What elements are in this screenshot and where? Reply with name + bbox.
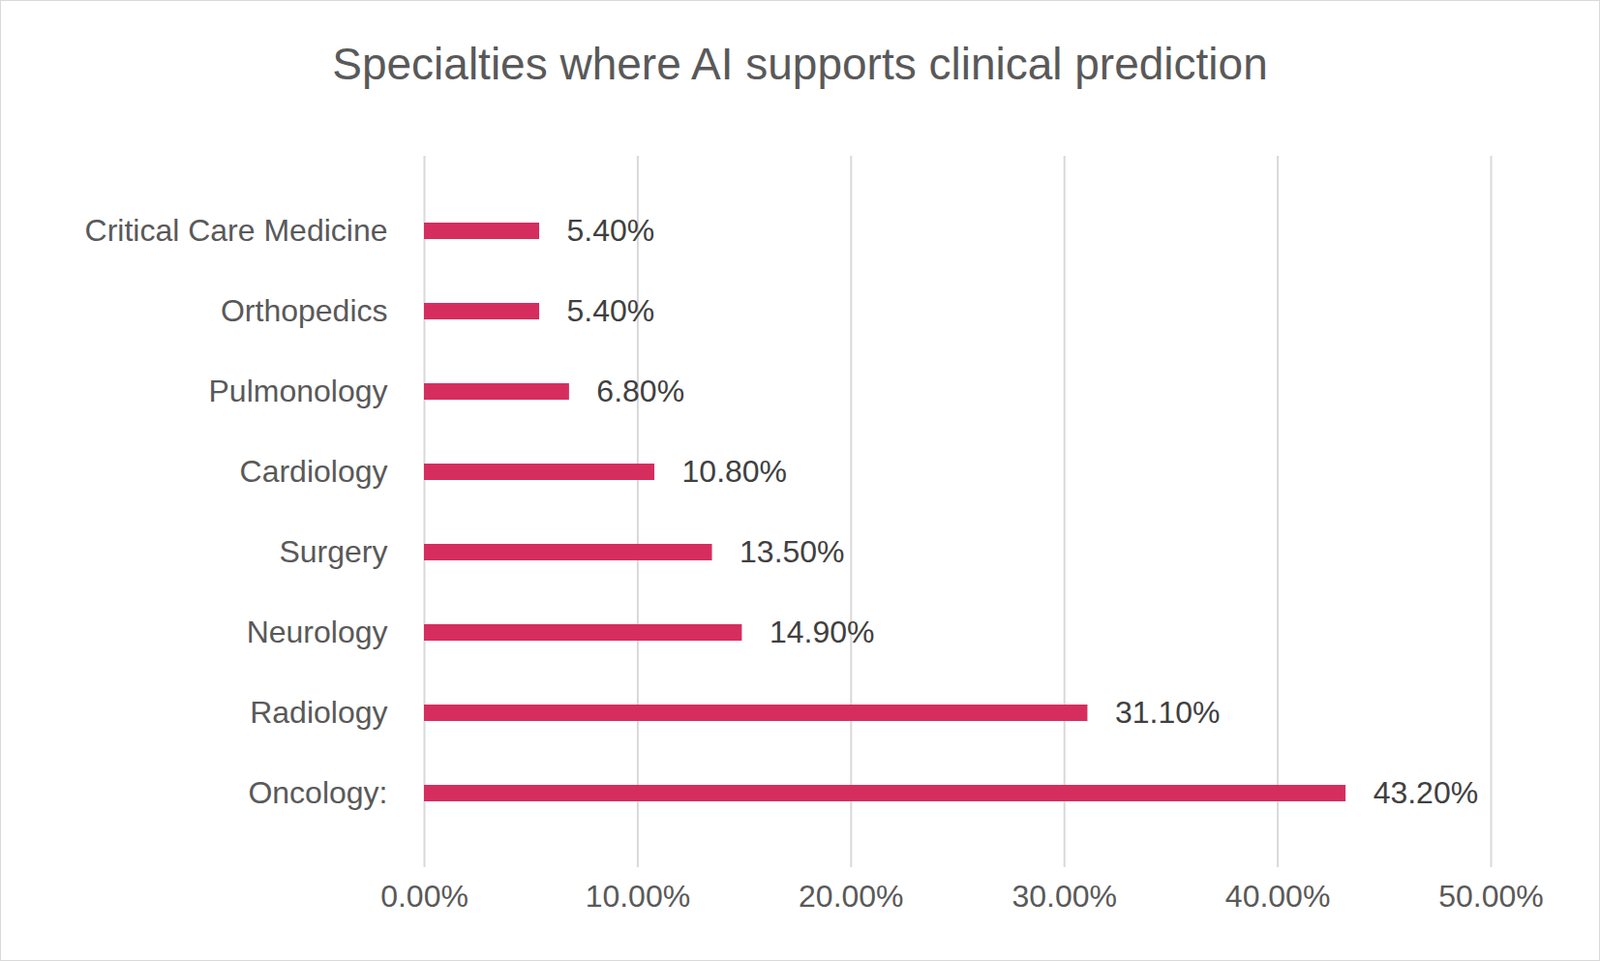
svg-text:Neurology: Neurology (246, 614, 389, 650)
svg-text:Pulmonology: Pulmonology (209, 373, 389, 409)
svg-text:Surgery: Surgery (278, 534, 388, 570)
svg-text:Orthopedics: Orthopedics (220, 293, 389, 329)
svg-text:Radiology: Radiology (249, 694, 388, 730)
svg-text:40.00%: 40.00% (1225, 878, 1331, 914)
svg-text:14.90%: 14.90% (769, 614, 876, 650)
svg-text:Critical Care Medicine: Critical Care Medicine (85, 212, 389, 248)
svg-text:31.10%: 31.10% (1115, 694, 1221, 730)
svg-text:30.00%: 30.00% (1011, 878, 1117, 914)
svg-text:13.50%: 13.50% (739, 534, 846, 570)
svg-text:50.00%: 50.00% (1438, 878, 1544, 914)
svg-text:20.00%: 20.00% (798, 878, 905, 914)
svg-text:43.20%: 43.20% (1373, 775, 1480, 811)
svg-text:Cardiology: Cardiology (240, 453, 389, 489)
svg-text:6.80%: 6.80% (596, 373, 685, 409)
svg-text:10.80%: 10.80% (682, 453, 788, 489)
svg-text:5.40%: 5.40% (567, 212, 656, 248)
svg-text:0.00%: 0.00% (380, 878, 469, 914)
svg-text:Oncology:: Oncology: (247, 775, 388, 811)
svg-text:5.40%: 5.40% (567, 293, 656, 329)
svg-text:10.00%: 10.00% (585, 878, 692, 914)
html-text:Specialties where AI supports: Specialties where AI supports clinical p… (332, 38, 1268, 90)
